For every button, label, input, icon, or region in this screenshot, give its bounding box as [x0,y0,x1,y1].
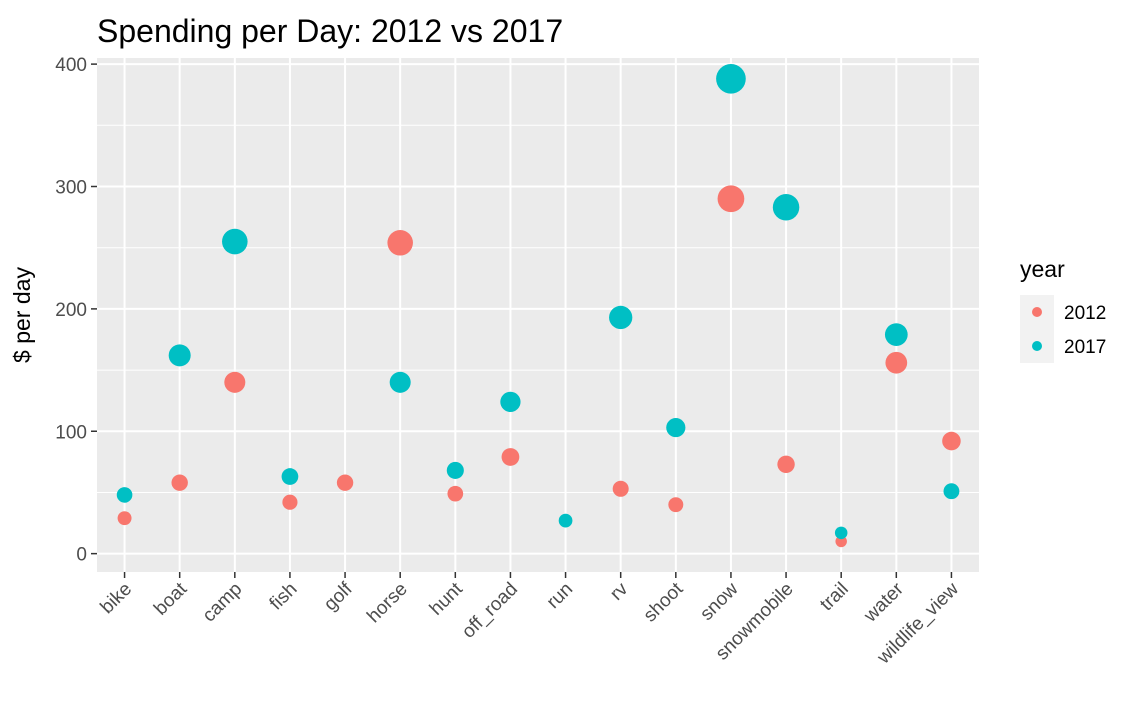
point-2012-wildlife_view [942,431,961,451]
x-tick-label: off_road [458,579,522,643]
x-tick-label: snow [696,578,742,624]
y-tick-label: 400 [55,55,87,76]
point-2012-bike [117,511,132,526]
legend-swatch-2017 [1032,341,1042,351]
y-tick-label: 100 [55,422,87,443]
chart-title: Spending per Day: 2012 vs 2017 [97,13,563,49]
point-2012-rv [612,480,629,497]
legend-title: year [1020,256,1065,282]
point-2012-snowmobile [777,455,795,474]
x-tick-label: run [543,579,577,613]
plot-panel [97,58,979,572]
point-2012-fish [282,494,298,510]
point-2017-snow [716,63,746,94]
x-tick-label: horse [363,579,411,627]
point-2017-rv [609,305,633,330]
point-2012-hunt [447,485,464,502]
y-tick-label: 0 [76,545,87,566]
point-2017-horse [389,371,411,393]
y-tick-label: 200 [55,300,87,321]
x-tick-label: rv [606,578,632,604]
legend-label-2012: 2012 [1064,303,1106,324]
point-2017-water [884,323,908,346]
point-2017-camp [222,228,248,255]
y-tick-label: 300 [55,178,87,199]
y-axis-ticks: 0 100 200 300 400 [55,55,97,566]
x-tick-label: hunt [426,578,468,620]
point-2012-off_road [501,448,520,466]
point-2012-water [885,351,908,374]
point-2017-fish [281,468,299,485]
y-axis-title: $ per day [9,267,35,363]
point-2012-boat [171,474,188,491]
x-tick-label: water [859,578,908,627]
data-points [116,63,961,548]
x-tick-label: bike [97,579,136,618]
x-tick-label: camp [199,579,247,627]
x-tick-label: fish [266,579,302,615]
point-2012-snow [717,185,745,213]
point-2017-wildlife_view [943,483,960,500]
legend-label-2017: 2017 [1064,337,1106,358]
point-2017-snowmobile [772,194,800,221]
x-tick-label: trail [816,579,853,616]
x-tick-label: shoot [640,578,688,626]
point-2012-shoot [668,497,684,513]
point-2017-boat [168,344,191,367]
legend-swatch-2012 [1032,307,1042,317]
x-tick-label: golf [320,578,357,615]
point-2017-hunt [446,461,464,479]
point-2012-trail [835,535,847,548]
point-2012-horse [387,230,413,256]
point-2017-trail [834,526,848,540]
point-2017-shoot [666,418,686,438]
legend: year 2012 2017 [1020,256,1106,363]
point-2017-bike [116,487,133,503]
point-2017-run [558,513,573,528]
point-2012-golf [336,474,354,491]
x-tick-label: boat [150,578,192,620]
point-2012-camp [224,371,246,393]
point-2017-off_road [500,391,521,413]
